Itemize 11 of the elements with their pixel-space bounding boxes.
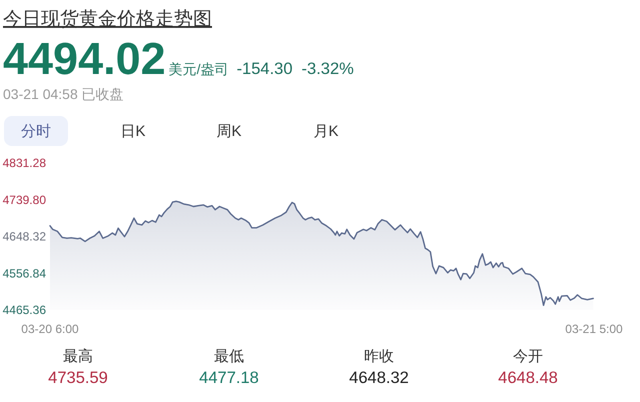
x-tick-label: 03-21 5:00: [565, 322, 624, 336]
y-tick-label: 4831.28: [2, 156, 46, 170]
title: 今日现货黄金价格走势图: [3, 9, 212, 30]
y-tick-label: 4739.80: [2, 192, 46, 207]
y-tick-label: 4556.84: [2, 266, 46, 280]
x-tick-label: 03-20 6:00: [21, 322, 80, 336]
tabs: 分时 日K 周K 月K: [4, 116, 338, 146]
stats: 最高 4735.59 最低 4477.18 昨收 4648.32 今开 4648.48: [48, 348, 558, 387]
y-tick-label: 4465.36: [2, 303, 46, 318]
header: 4494.02 美元/盎司 -154.30 -3.32% 03-21 04:58 已收盘: [3, 33, 354, 102]
y-tick-label: 4648.32: [2, 230, 46, 244]
